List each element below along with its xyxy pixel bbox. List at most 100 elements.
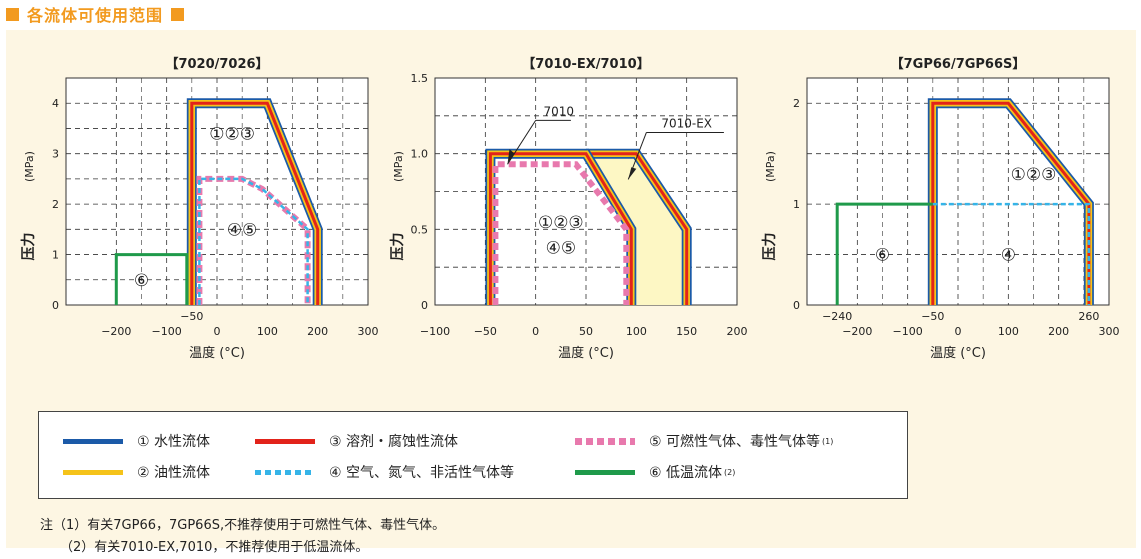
region-annotation: ④⑤ — [227, 220, 257, 240]
y-tick-label: 1.5 — [411, 72, 429, 85]
x-tick-label-extra: 260 — [1078, 310, 1099, 323]
y-tick-label: 0 — [52, 299, 59, 312]
callout-arrow — [628, 167, 637, 180]
region-annotation: ⑥ — [134, 271, 149, 291]
x-axis-label: 温度 (°C) — [189, 345, 245, 361]
legend-footnote-mark: (2) — [724, 467, 736, 477]
region-annotation: ①②③ — [209, 124, 255, 144]
region-annotation: ①②③ — [1011, 165, 1057, 185]
legend-item-lowtemp: ⑥ 低温流体 (2) — [575, 462, 735, 482]
y-tick-label: 0.5 — [411, 223, 429, 236]
y-axis-unit: (MPa) — [23, 151, 36, 182]
x-tick-label: −100 — [893, 325, 923, 338]
legend-footnote-mark: (1) — [822, 436, 834, 446]
x-tick-label: 100 — [257, 325, 278, 338]
footnote-1: 注（1）有关7GP66，7GP66S,不推荐使用于可燃性气体、毒性气体。 — [40, 518, 446, 533]
x-tick-label: 0 — [214, 325, 221, 338]
region-annotation: ①②③ — [538, 213, 584, 233]
x-tick-label: 300 — [358, 325, 379, 338]
series-line-air — [932, 202, 1091, 305]
chart-title: 【7010-EX/7010】 — [522, 56, 649, 72]
section-header: 各流体可使用范围 — [6, 2, 185, 26]
x-tick-label: −50 — [474, 325, 497, 338]
region-annotation: ④ — [1001, 246, 1016, 266]
orange-square-icon — [171, 7, 185, 21]
series-line-lowtemp — [114, 253, 189, 305]
y-axis-label: 压力 — [761, 233, 778, 261]
legend-swatch — [255, 469, 315, 475]
legend-item-water: ① 水性流体 — [63, 431, 210, 451]
chart-title: 【7GP66/7GP66S】 — [891, 56, 1026, 72]
x-tick-label: 0 — [955, 325, 962, 338]
legend-item-oil: ② 油性流体 — [63, 462, 210, 482]
y-tick-label: 1 — [52, 249, 59, 262]
legend-label: ③ 溶剂・腐蚀性流体 — [329, 434, 459, 450]
y-axis-unit: (MPa) — [764, 151, 777, 182]
legend-label: ① 水性流体 — [137, 434, 211, 450]
chart-title: 【7020/7026】 — [165, 56, 268, 72]
chart-3: 【7GP66/7GP66S】 0 1 2 −200 −100 0 100 200 300 −240 −… — [761, 56, 1120, 361]
y-tick-label: 3 — [52, 148, 59, 161]
y-tick-label: 4 — [52, 97, 59, 110]
y-tick-label: 0 — [421, 299, 428, 312]
x-axis-label: 温度 (°C) — [930, 345, 986, 361]
region-annotation: ④⑤ — [546, 238, 576, 258]
legend-item-air: ④ 空气、氮气、非活性气体等 — [255, 462, 514, 482]
series-line-solvent — [931, 101, 1091, 305]
x-tick-label: 300 — [1099, 325, 1120, 338]
legend-swatch — [575, 437, 635, 445]
y-tick-label: 1.0 — [411, 148, 429, 161]
x-tick-label: 100 — [626, 325, 647, 338]
x-tick-label: −100 — [420, 325, 450, 338]
legend-swatch — [63, 438, 123, 444]
legend-item-solvent: ③ 溶剂・腐蚀性流体 — [255, 431, 458, 451]
y-axis-unit: (MPa) — [392, 151, 405, 182]
y-tick-label: 2 — [793, 97, 800, 110]
x-tick-label: 150 — [676, 325, 697, 338]
section-title: 各流体可使用范围 — [27, 6, 164, 25]
legend-label: ④ 空气、氮气、非活性气体等 — [329, 465, 515, 481]
x-tick-label: −100 — [152, 325, 182, 338]
y-tick-label: 1 — [793, 198, 800, 211]
y-axis-label: 压力 — [389, 233, 406, 261]
legend-item-gas: ⑤ 可燃性气体、毒性气体等 (1) — [575, 431, 833, 451]
series-line-gas — [492, 161, 630, 305]
chart-2: 【7010-EX/7010】 0 0.5 1.0 1.5 −100 −50 0 50 100 150… — [389, 56, 748, 361]
x-tick-label: −200 — [842, 325, 872, 338]
legend-label: ⑥ 低温流体 — [649, 465, 723, 481]
x-axis-label: 温度 (°C) — [558, 345, 614, 361]
legend-swatch — [63, 469, 123, 475]
x-tick-label-extra: −50 — [180, 310, 203, 323]
x-tick-label: 200 — [1048, 325, 1069, 338]
y-tick-label: 0 — [793, 299, 800, 312]
legend-label: ② 油性流体 — [137, 465, 211, 481]
y-tick-label: 2 — [52, 198, 59, 211]
x-tick-label-extra: −50 — [921, 310, 944, 323]
region-annotation: ⑥ — [875, 246, 890, 266]
x-tick-label: −200 — [101, 325, 131, 338]
legend-swatch — [575, 469, 635, 475]
chart-1: 【7020/7026】 0 1 2 3 4 −200 −100 0 100 200 300 −50 温度 … — [20, 56, 379, 361]
x-tick-label: 200 — [727, 325, 748, 338]
footnotes: 注（1）有关7GP66，7GP66S,不推荐使用于可燃性气体、毒性气体。 （2）… — [40, 515, 445, 559]
x-tick-label: 100 — [998, 325, 1019, 338]
content-panel: 【7020/7026】 0 1 2 3 4 −200 −100 0 100 200 300 −50 温度 … — [6, 30, 1136, 555]
x-tick-label: 50 — [579, 325, 593, 338]
callout-arrow — [507, 149, 515, 165]
legend-label: ⑤ 可燃性气体、毒性气体等 — [649, 434, 821, 450]
y-axis-label: 压力 — [20, 233, 37, 261]
legend-box: ① 水性流体 ② 油性流体 ③ 溶剂・腐蚀性流体 ④ 空气、氮气、非活性气体等 … — [38, 411, 908, 499]
footnote-2: （2）有关7010-EX,7010，不推荐使用于低温流体。 — [60, 540, 369, 555]
x-tick-label: 200 — [307, 325, 328, 338]
legend-swatch — [255, 438, 315, 444]
x-tick-label: 0 — [532, 325, 539, 338]
series-line-solvent — [586, 152, 689, 305]
series-line-solvent — [190, 101, 320, 305]
series-line-lowtemp — [835, 202, 933, 305]
model-label-7010ex: 7010-EX — [661, 116, 712, 130]
series-line-air — [198, 177, 309, 305]
x-tick-label-extra: −240 — [822, 310, 852, 323]
series-line-solvent — [488, 152, 633, 305]
orange-square-icon — [6, 7, 19, 21]
